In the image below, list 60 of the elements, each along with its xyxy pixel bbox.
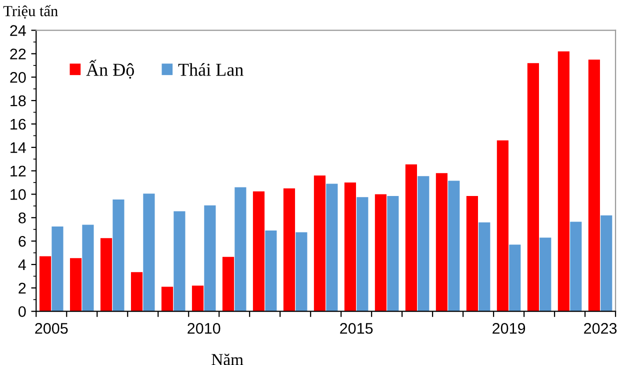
bar [283, 188, 296, 312]
y-tick-label: 8 [18, 212, 26, 224]
y-tick-label: 10 [10, 189, 26, 200]
bar [314, 176, 326, 312]
bar [405, 164, 418, 312]
y-tick-label: 4 [18, 260, 26, 270]
bar [252, 191, 265, 312]
bar [296, 232, 308, 312]
y-axis-title: Triệu tấn [3, 5, 58, 19]
bar [174, 211, 186, 312]
bar [39, 256, 52, 312]
x-axis-title: Năm [212, 354, 244, 365]
bar [436, 173, 448, 312]
y-tick-label: 0 [18, 306, 26, 318]
bar [265, 230, 277, 312]
bar [478, 222, 490, 312]
bar [496, 140, 508, 312]
y-tick-label: 16 [10, 118, 26, 130]
bar [112, 200, 124, 312]
bar [588, 60, 600, 312]
bar [448, 180, 460, 312]
bar [130, 272, 143, 312]
legend-label: Thái Lan [178, 63, 244, 76]
x-tick-label: 2010 [188, 322, 220, 334]
bar [600, 215, 612, 312]
bar [143, 194, 155, 312]
bar [192, 286, 204, 312]
bar [344, 182, 356, 312]
x-tick-label: 2023 [584, 322, 617, 334]
bar [222, 256, 234, 312]
bar [418, 176, 430, 312]
y-tick-label: 12 [10, 166, 26, 176]
y-tick-label: 14 [10, 142, 26, 153]
bar [356, 197, 368, 312]
bar [52, 226, 64, 312]
legend-label: Ấn Độ [86, 60, 134, 79]
x-tick-label: 2019 [492, 322, 526, 334]
bar [70, 258, 82, 312]
y-tick-label: 18 [10, 95, 26, 106]
y-tick-label: 20 [10, 72, 26, 83]
y-tick-label: 22 [10, 48, 26, 60]
bar [161, 286, 174, 312]
bar [234, 187, 246, 312]
bar [509, 244, 521, 312]
bar [100, 238, 112, 312]
x-tick-label: 2015 [340, 322, 373, 334]
y-tick-label: 6 [18, 236, 26, 247]
bar [570, 222, 582, 312]
bar [204, 205, 216, 312]
bar [466, 196, 478, 312]
bar [540, 238, 552, 312]
bar [374, 194, 387, 312]
bar [326, 184, 338, 312]
y-tick-label: 24 [10, 25, 26, 36]
bar [387, 196, 399, 312]
bar [527, 63, 539, 312]
bar [558, 51, 570, 312]
x-tick-label: 2005 [35, 322, 68, 334]
y-tick-label: 2 [18, 282, 26, 294]
bar [82, 224, 94, 312]
